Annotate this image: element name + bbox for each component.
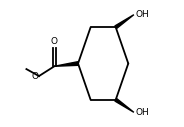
- Text: OH: OH: [136, 108, 149, 117]
- Polygon shape: [115, 15, 134, 28]
- Text: OH: OH: [136, 10, 149, 19]
- Polygon shape: [54, 62, 78, 66]
- Polygon shape: [115, 99, 134, 112]
- Text: O: O: [51, 37, 58, 46]
- Text: O: O: [31, 72, 38, 81]
